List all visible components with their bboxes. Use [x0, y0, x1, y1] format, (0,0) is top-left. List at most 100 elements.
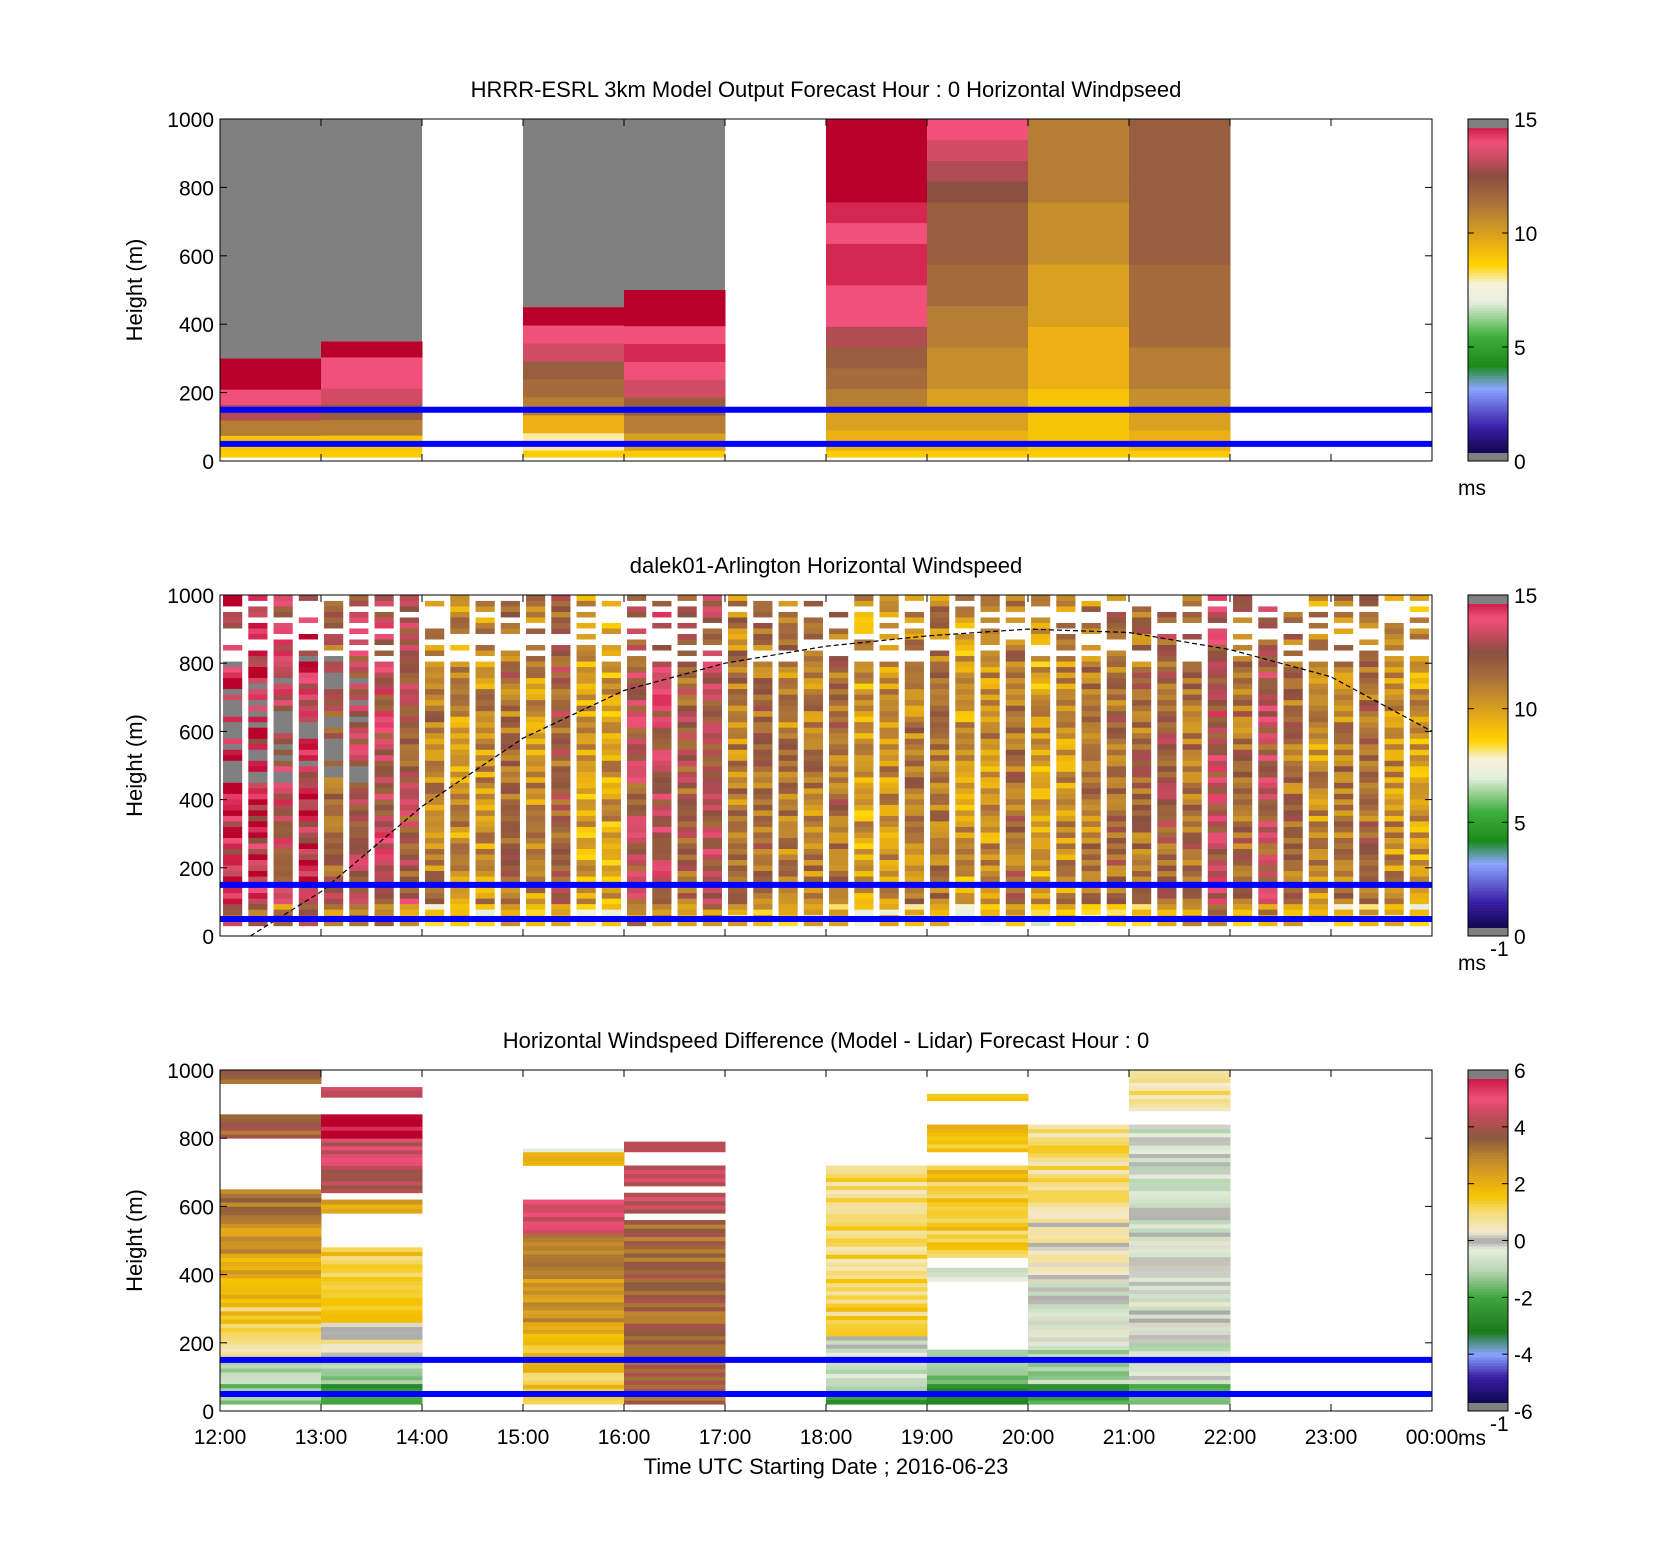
heatmap-cell — [349, 650, 369, 657]
heatmap-cell — [1359, 600, 1379, 607]
heatmap-cell — [1308, 776, 1328, 783]
heatmap-cell — [1157, 677, 1177, 684]
heatmap-cell — [1334, 655, 1354, 662]
colorbar-cell — [1468, 1291, 1508, 1295]
heatmap-cell — [551, 754, 571, 761]
heatmap-cell — [1005, 705, 1025, 712]
heatmap-cell — [349, 617, 369, 623]
heatmap-cell — [677, 644, 697, 651]
heatmap-cell — [321, 1352, 423, 1357]
heatmap-cell — [1283, 622, 1303, 629]
heatmap-cell — [1129, 1338, 1231, 1344]
heatmap-cell — [324, 655, 344, 662]
heatmap-cell — [1308, 672, 1328, 679]
heatmap-cell — [248, 771, 268, 778]
heatmap-cell — [1384, 661, 1404, 668]
heatmap-cell — [1005, 821, 1025, 827]
heatmap-cell — [223, 837, 243, 844]
colorbar-cell — [1468, 247, 1508, 251]
heatmap-cell — [778, 600, 798, 607]
heatmap-cell — [879, 628, 899, 634]
heatmap-cell — [829, 848, 849, 855]
heatmap-cell — [829, 787, 849, 794]
heatmap-cell — [248, 865, 268, 872]
heatmap-cell — [854, 617, 874, 623]
heatmap-cell — [273, 892, 293, 899]
heatmap-cell — [1207, 815, 1227, 822]
colorbar-cell — [1468, 1095, 1508, 1099]
heatmap-cell — [624, 1396, 726, 1401]
heatmap-cell — [1233, 628, 1253, 634]
heatmap-cell — [826, 1226, 928, 1231]
colorbar-cell — [1468, 1089, 1508, 1094]
heatmap-cell — [601, 887, 621, 894]
heatmap-cell — [879, 595, 899, 601]
colorbar-cell — [1468, 1263, 1508, 1267]
heatmap-cell — [1182, 804, 1202, 811]
heatmap-cell — [273, 600, 293, 607]
heatmap-cell — [1132, 776, 1152, 783]
colorbar-cell — [1468, 751, 1508, 755]
heatmap-cell — [1031, 787, 1051, 794]
heatmap-cell — [1207, 804, 1227, 811]
heatmap-cell — [349, 633, 369, 640]
heatmap-cell — [1384, 793, 1404, 800]
heatmap-cell — [399, 606, 419, 612]
heatmap-cell — [1031, 848, 1051, 855]
heatmap-cell — [1129, 1074, 1231, 1079]
heatmap-cell — [624, 1165, 726, 1170]
heatmap-cell — [778, 821, 798, 827]
heatmap-cell — [298, 655, 318, 662]
heatmap-cell — [753, 611, 773, 618]
heatmap-cell — [1129, 1244, 1231, 1250]
heatmap-cell — [627, 793, 647, 800]
heatmap-cell — [601, 837, 621, 844]
heatmap-cell — [955, 622, 975, 629]
heatmap-cell — [450, 832, 470, 838]
heatmap-cell — [1129, 1318, 1231, 1323]
heatmap-cell — [248, 837, 268, 844]
heatmap-cell — [1157, 661, 1177, 668]
heatmap-cell — [551, 787, 571, 794]
heatmap-cell — [1258, 716, 1278, 723]
colorbar-cell — [1468, 190, 1508, 194]
heatmap-cell — [1056, 655, 1076, 662]
heatmap-cell — [1132, 606, 1152, 612]
heatmap-cell — [1359, 617, 1379, 623]
colorbar-cell — [1468, 1408, 1508, 1412]
heatmap-cell — [1129, 347, 1231, 369]
heatmap-cell — [1081, 639, 1101, 646]
heatmap-cell — [1409, 644, 1429, 651]
colorbar-cell — [1468, 1169, 1508, 1173]
heatmap-cell — [220, 1278, 322, 1283]
heatmap-cell — [475, 732, 495, 739]
heatmap-cell — [523, 1341, 625, 1346]
heatmap-cell — [1028, 1320, 1130, 1326]
heatmap-cell — [1056, 804, 1076, 811]
heatmap-cell — [374, 760, 394, 767]
heatmap-cell — [1031, 644, 1051, 651]
colorbar-cell — [1468, 455, 1508, 459]
heatmap-cell — [1132, 633, 1152, 640]
heatmap-cell — [475, 721, 495, 728]
heatmap-cell — [1031, 611, 1051, 618]
heatmap-cell — [728, 920, 748, 927]
colorbar-cell — [1468, 1209, 1508, 1213]
heatmap-cell — [1258, 738, 1278, 745]
heatmap-cell — [955, 727, 975, 734]
heatmap-cell — [1233, 754, 1253, 761]
heatmap-cell — [753, 688, 773, 695]
heatmap-cell — [753, 892, 773, 899]
heatmap-cell — [273, 672, 293, 679]
heatmap-cell — [930, 859, 950, 866]
heatmap-cell — [879, 650, 899, 657]
heatmap-cell — [450, 859, 470, 866]
heatmap-cell — [803, 611, 823, 618]
heatmap-cell — [1258, 909, 1278, 916]
heatmap-cell — [500, 699, 520, 706]
heatmap-cell — [879, 749, 899, 756]
heatmap-cell — [248, 898, 268, 905]
heatmap-cell — [829, 798, 849, 805]
heatmap-cell — [778, 721, 798, 728]
heatmap-cell — [879, 727, 899, 734]
